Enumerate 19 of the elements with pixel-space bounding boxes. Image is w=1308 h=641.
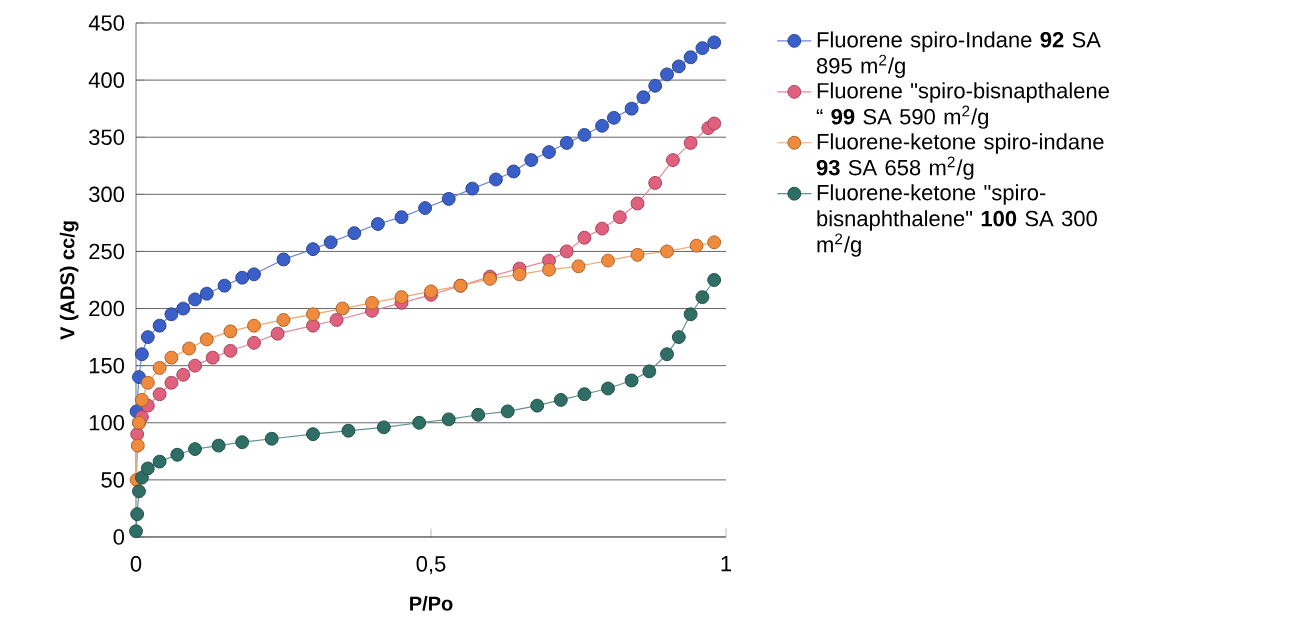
text: Fluorene-ketone "spiro-bisnaphthalene" 100 SA 300 m$^{2}$/g xyxy=(817,184,1097,257)
y-tick-label: 200 xyxy=(89,300,125,317)
y-axis-title: V (ADS) cc/g xyxy=(59,221,79,340)
text: Fluorene spiro-Indane 92 SA 895 m$^{2}$/g xyxy=(816,31,1101,78)
y-tick-label: 100 xyxy=(89,415,125,431)
y-tick-label: 450 xyxy=(88,15,125,31)
legend-label: Fluorene-ketone spiro-indane 93 SA 658 m$^{2}$/g xyxy=(816,133,1104,180)
x-tick-label: 0,5 xyxy=(416,556,446,575)
legend-label: Fluorene "spiro-bisnapthalene “ 99 SA 590 m$^{2}$/g xyxy=(816,82,1109,129)
y-tick-label: 150 xyxy=(89,357,125,374)
y-tick-label: 50 xyxy=(101,472,125,488)
y-tick-label: 250 xyxy=(89,243,125,260)
x-axis-title: P/Po xyxy=(410,595,453,611)
x-tick-label: 1 xyxy=(721,556,732,572)
x-tick-label: 0 xyxy=(130,556,142,572)
y-tick-label: 300 xyxy=(89,186,125,203)
y-tick-label: 350 xyxy=(89,129,125,146)
y-tick-label: 400 xyxy=(88,72,125,88)
y-tick-label: 0 xyxy=(113,529,125,545)
